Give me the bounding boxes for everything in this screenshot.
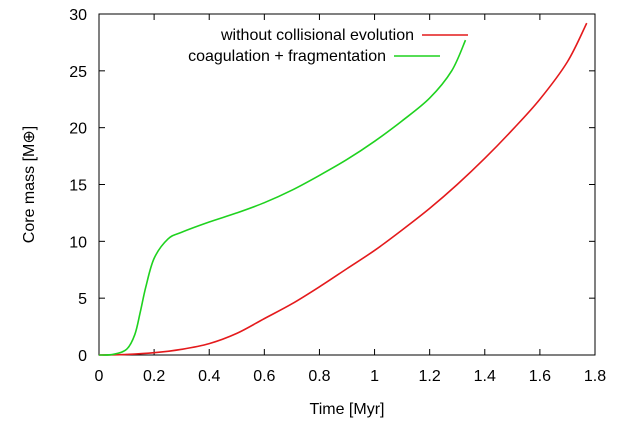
x-tick-label: 0 (95, 368, 104, 385)
x-tick-label: 0.2 (143, 368, 165, 385)
x-tick-label: 0.4 (198, 368, 220, 385)
y-tick-label: 20 (69, 121, 87, 138)
y-tick-label: 0 (78, 348, 87, 365)
series-lines (98, 22, 588, 356)
y-tick-label: 5 (78, 291, 87, 308)
x-axis-label: Time [Myr] (310, 401, 385, 418)
x-tick-label: 1.8 (584, 368, 606, 385)
legend-label-1: coagulation + fragmentation (188, 48, 386, 65)
x-tick-label: 0.6 (253, 368, 275, 385)
series-line-1 (98, 39, 467, 356)
y-tick-label: 15 (69, 178, 87, 195)
series-line-0 (98, 22, 588, 356)
x-tick-label: 0.8 (308, 368, 330, 385)
y-tick-label: 10 (69, 234, 87, 251)
x-tick-label: 1.4 (474, 368, 496, 385)
axis-ticks: 0 0.2 0.4 0.6 0.8 1 1.2 1.4 1.6 1.8 0 5 10 15 20 25 30 (69, 7, 606, 385)
plot-frame (98, 13, 596, 356)
y-tick-label: 30 (69, 7, 87, 24)
legend-label-0: without collisional evolution (220, 27, 414, 44)
legend: without collisional evolution coagulatio… (188, 27, 468, 65)
y-axis-label: Core mass [M⊕] (21, 126, 38, 243)
x-tick-label: 1 (370, 368, 379, 385)
x-tick-label: 1.2 (419, 368, 441, 385)
x-tick-label: 1.6 (529, 368, 551, 385)
y-tick-label: 25 (69, 64, 87, 81)
